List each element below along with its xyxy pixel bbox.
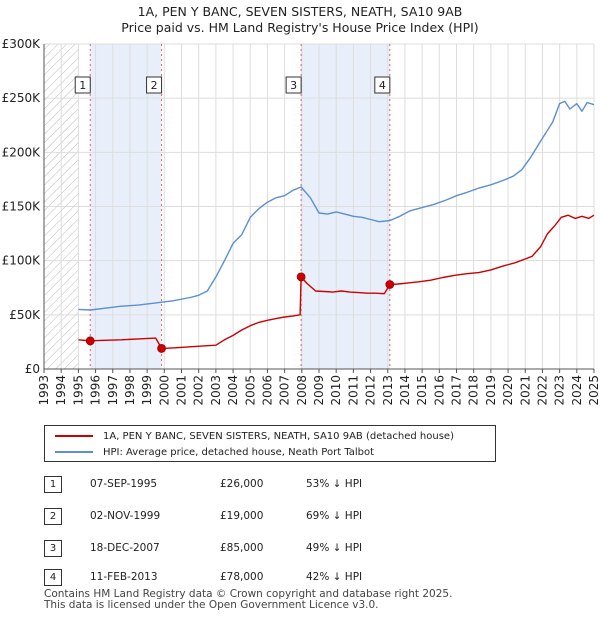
x-tick-label: 2019 (484, 375, 498, 406)
sale-date: 11-FEB-2013 (90, 571, 158, 583)
x-tick-label: 2017 (450, 375, 464, 406)
y-tick-label: £250K (2, 91, 42, 105)
sale-price: £85,000 (220, 542, 264, 554)
sale-hpi-diff: 69% ↓ HPI (306, 510, 363, 522)
x-tick-label: 2025 (587, 375, 600, 406)
x-tick-label: 2004 (226, 375, 240, 406)
sale-price: £19,000 (220, 510, 264, 522)
x-tick-label: 2005 (243, 375, 257, 406)
x-tick-label: 2023 (553, 375, 567, 406)
sale-label: 1 (79, 79, 86, 92)
x-tick-label: 2024 (570, 375, 584, 406)
sale-label-box (374, 76, 391, 94)
property-price-line (78, 214, 595, 350)
sale-hpi-diff: 53% ↓ HPI (306, 478, 363, 490)
x-tick-label: 2002 (192, 375, 206, 406)
table-row: 4 11-FEB-2013 £78,000 42% ↓ HPI (44, 566, 444, 586)
y-tick-label: £0 (25, 362, 40, 376)
table-row: 2 02-NOV-1999 £19,000 69% ↓ HPI (44, 505, 444, 525)
sale-label-box (74, 76, 91, 94)
sale-number-badge: 4 (44, 569, 62, 586)
table-row: 1 07-SEP-1995 £26,000 53% ↓ HPI (44, 473, 444, 493)
y-tick-label: £200K (2, 145, 42, 159)
sale-label: 2 (151, 79, 158, 92)
sale-hpi-diff: 49% ↓ HPI (306, 542, 363, 554)
sale-point (157, 344, 166, 353)
x-tick-label: 2021 (518, 375, 532, 406)
x-tick-label: 2011 (346, 375, 360, 406)
footer: Contains HM Land Registry data © Crown c… (44, 589, 452, 611)
x-tick-label: 2012 (364, 375, 378, 406)
sale-date: 02-NOV-1999 (90, 510, 161, 522)
footer-copyright: Contains HM Land Registry data © Crown c… (44, 588, 453, 600)
sale-price: £78,000 (220, 571, 264, 583)
sale-hpi-diff: 42% ↓ HPI (306, 571, 363, 583)
sale-date: 18-DEC-2007 (90, 542, 160, 554)
sale-price: £26,000 (220, 478, 264, 490)
chart-legend: 1A, PEN Y BANC, SEVEN SISTERS, NEATH, SA… (44, 425, 496, 462)
legend-swatch-property (55, 435, 93, 437)
x-tick-label: 2007 (278, 375, 292, 406)
chart-title-line2: Price paid vs. HM Land Registry's House … (121, 20, 479, 35)
x-tick-label: 2013 (381, 375, 395, 406)
hpi-line (78, 100, 595, 311)
x-tick-label: 1993 (37, 375, 51, 406)
x-tick-label: 1996 (89, 375, 103, 406)
sale-number-badge: 1 (44, 476, 62, 493)
sale-label-box (285, 76, 302, 94)
sale-point (85, 336, 95, 346)
sale-number-badge: 3 (44, 540, 62, 557)
table-row: 3 18-DEC-2007 £85,000 49% ↓ HPI (44, 537, 444, 557)
x-tick-label: 2020 (501, 375, 515, 406)
legend-label-hpi: HPI: Average price, detached house, Neat… (103, 446, 375, 458)
x-tick-label: 1999 (140, 375, 154, 406)
y-tick-label: £50K (9, 308, 41, 322)
x-tick-label: 1998 (123, 375, 137, 406)
sale-point (385, 280, 395, 289)
y-tick-label: £150K (2, 200, 42, 214)
y-tick-label: £100K (2, 254, 42, 268)
legend-item-hpi: HPI: Average price, detached house, Neat… (55, 445, 374, 459)
x-tick-label: 1995 (71, 375, 85, 406)
x-tick-label: 2010 (329, 375, 343, 406)
x-tick-label: 2003 (209, 375, 223, 406)
footer-licence: This data is licensed under the Open Gov… (44, 599, 379, 611)
legend-item-property: 1A, PEN Y BANC, SEVEN SISTERS, NEATH, SA… (55, 429, 454, 443)
x-tick-label: 2001 (175, 375, 189, 406)
x-tick-label: 2014 (398, 375, 412, 406)
x-tick-label: 1997 (106, 375, 120, 406)
x-tick-label: 2006 (260, 375, 274, 406)
x-tick-label: 2000 (157, 375, 171, 406)
x-tick-label: 2009 (312, 375, 326, 406)
x-tick-label: 2018 (467, 375, 481, 406)
x-tick-label: 2008 (295, 375, 309, 406)
sale-point (296, 272, 306, 282)
sale-number-badge: 2 (44, 508, 62, 525)
x-tick-label: 2016 (432, 375, 446, 406)
price-chart: 1 2 3 4 £0 £50K £100K £150K £200K £250K £300K 1993… (2, 37, 600, 406)
legend-label-property: 1A, PEN Y BANC, SEVEN SISTERS, NEATH, SA… (103, 430, 454, 442)
sale-date: 07-SEP-1995 (90, 478, 158, 490)
x-tick-label: 1994 (54, 375, 68, 406)
y-tick-label: £300K (2, 37, 42, 51)
x-tick-label: 2015 (415, 375, 429, 406)
chart-title-line1: 1A, PEN Y BANC, SEVEN SISTERS, NEATH, SA… (137, 4, 463, 19)
sale-label: 3 (290, 79, 297, 92)
x-tick-label: 2022 (535, 375, 549, 406)
sale-label: 4 (379, 79, 386, 92)
legend-swatch-hpi (55, 451, 93, 453)
sale-label-box (146, 76, 163, 94)
